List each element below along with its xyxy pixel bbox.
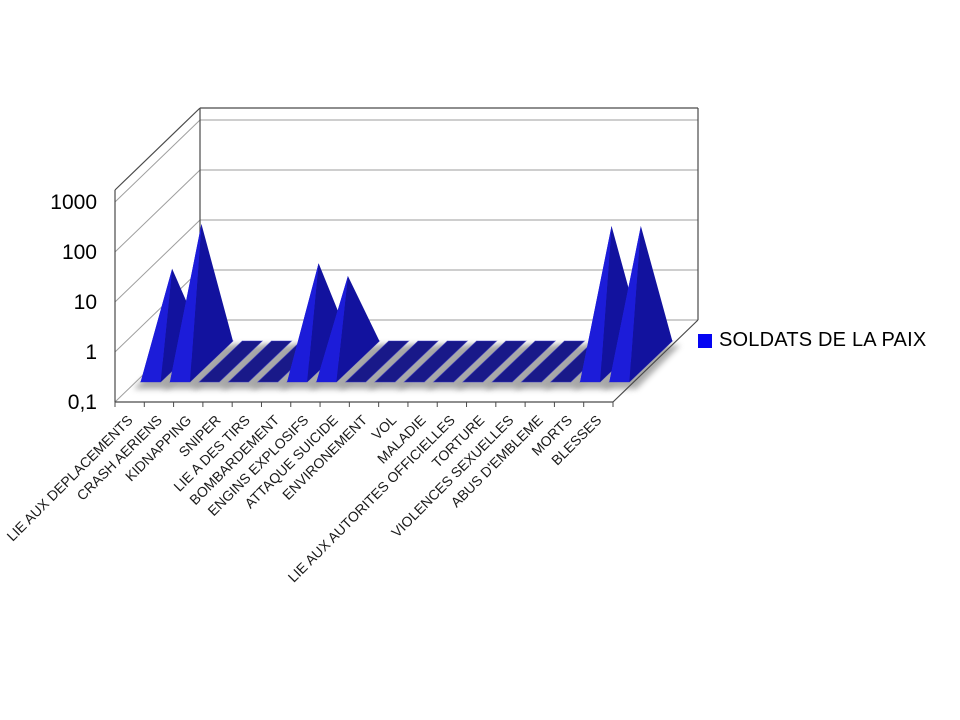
pyramid-right-face bbox=[629, 226, 673, 382]
series-item-13 bbox=[520, 340, 586, 383]
floor-stripe bbox=[520, 340, 586, 383]
series-item-2 bbox=[198, 340, 264, 383]
category-label: LIE AUX DEPLACEMENTS bbox=[3, 412, 135, 544]
walls-and-grid bbox=[114, 107, 699, 407]
floor-stripe bbox=[198, 340, 264, 383]
pyramid-front-face bbox=[609, 226, 641, 382]
pyramid-front-face bbox=[140, 268, 173, 382]
y-axis-label: 1000 bbox=[50, 191, 97, 214]
edge-floor-right bbox=[612, 319, 699, 403]
gridline-side bbox=[114, 119, 201, 203]
pyramid-front-face bbox=[580, 226, 612, 382]
pyramid-right-face bbox=[336, 276, 380, 382]
series-item-9 bbox=[403, 340, 469, 383]
pyramid-front-face bbox=[316, 276, 348, 382]
series-item-11 bbox=[461, 340, 527, 383]
legend-marker-icon bbox=[698, 333, 712, 348]
floor-stripe bbox=[432, 340, 498, 383]
pyramid-front-face bbox=[169, 223, 202, 382]
floor-stripe bbox=[461, 340, 527, 383]
legend-label: SOLDATS DE LA PAIX bbox=[719, 329, 927, 351]
edge-side-top bbox=[114, 107, 201, 191]
gridline-side bbox=[114, 169, 201, 253]
series-item-7 bbox=[344, 340, 410, 383]
y-axis-label: 10 bbox=[74, 291, 97, 314]
series-item-3 bbox=[227, 340, 293, 383]
floor-stripe bbox=[491, 340, 557, 383]
legend: SOLDATS DE LA PAIX bbox=[698, 329, 926, 352]
series-item-8 bbox=[374, 340, 439, 383]
series-item-10 bbox=[432, 340, 498, 383]
series-item-6 bbox=[315, 276, 381, 383]
series-pyramids bbox=[139, 223, 674, 383]
series-item-12 bbox=[491, 340, 557, 383]
y-axis-label: 0,1 bbox=[68, 391, 97, 414]
y-axis-label: 100 bbox=[62, 241, 97, 264]
pyramid-right-face bbox=[307, 263, 351, 382]
series-item-16 bbox=[608, 226, 674, 383]
floor-stripe bbox=[227, 340, 293, 383]
gridline-side bbox=[114, 219, 201, 303]
pyramid-front-face bbox=[287, 263, 319, 382]
y-axis-label: 1 bbox=[85, 341, 97, 364]
pyramid-right-face bbox=[189, 223, 233, 382]
series-item-1 bbox=[168, 223, 234, 383]
floor-stripe bbox=[374, 340, 439, 383]
floor-stripe bbox=[403, 340, 469, 383]
floor-stripe bbox=[344, 340, 410, 383]
gridline-side bbox=[114, 269, 201, 353]
